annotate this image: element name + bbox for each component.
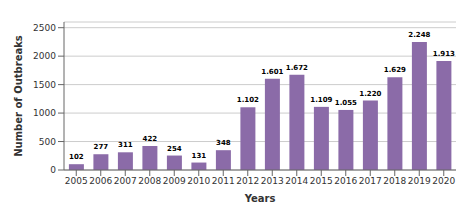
svg-text:2000: 2000: [33, 51, 56, 61]
svg-text:1.109: 1.109: [310, 96, 332, 104]
svg-text:Number of Outbreaks: Number of Outbreaks: [13, 35, 24, 157]
svg-text:2010: 2010: [187, 176, 210, 186]
svg-text:2013: 2013: [261, 176, 284, 186]
svg-text:1.629: 1.629: [384, 66, 406, 74]
svg-text:2006: 2006: [89, 176, 112, 186]
svg-text:2007: 2007: [114, 176, 137, 186]
svg-text:348: 348: [216, 139, 231, 147]
svg-text:2016: 2016: [334, 176, 357, 186]
svg-text:2020: 2020: [432, 176, 455, 186]
svg-text:2500: 2500: [33, 23, 56, 33]
svg-text:422: 422: [143, 135, 158, 143]
svg-text:2005: 2005: [65, 176, 88, 186]
svg-text:2008: 2008: [138, 176, 161, 186]
svg-text:2014: 2014: [285, 176, 308, 186]
svg-text:1.102: 1.102: [237, 96, 259, 104]
svg-text:2017: 2017: [359, 176, 382, 186]
svg-text:1.055: 1.055: [335, 99, 357, 107]
svg-text:Years: Years: [244, 193, 276, 204]
svg-text:1.672: 1.672: [286, 64, 308, 72]
svg-text:2012: 2012: [236, 176, 259, 186]
svg-text:2015: 2015: [310, 176, 333, 186]
svg-text:1500: 1500: [33, 80, 56, 90]
svg-text:0: 0: [50, 165, 56, 175]
svg-text:311: 311: [118, 141, 133, 149]
svg-text:1.913: 1.913: [433, 50, 455, 58]
svg-text:254: 254: [167, 145, 182, 153]
svg-text:2.248: 2.248: [408, 31, 430, 39]
svg-text:102: 102: [69, 153, 84, 161]
svg-text:2019: 2019: [408, 176, 431, 186]
svg-text:1000: 1000: [33, 108, 56, 118]
svg-text:1.220: 1.220: [359, 90, 381, 98]
svg-text:2018: 2018: [383, 176, 406, 186]
svg-text:500: 500: [39, 137, 56, 147]
svg-text:277: 277: [94, 143, 109, 151]
svg-text:2009: 2009: [163, 176, 186, 186]
svg-text:2011: 2011: [212, 176, 235, 186]
svg-text:131: 131: [192, 152, 207, 160]
svg-text:1.601: 1.601: [261, 68, 283, 76]
